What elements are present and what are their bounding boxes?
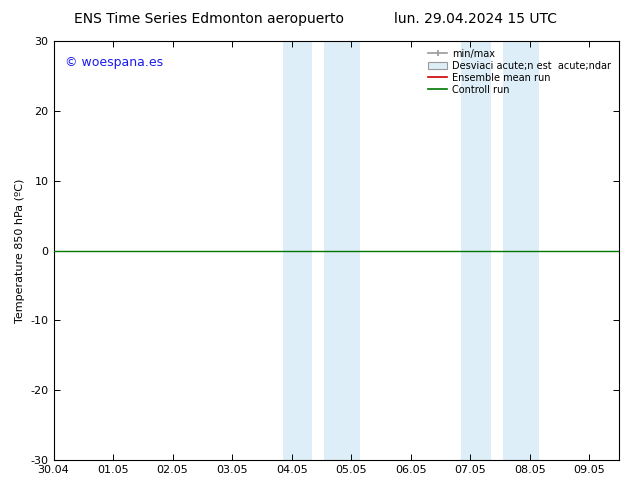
Text: © woespana.es: © woespana.es — [65, 56, 163, 69]
Bar — [503, 41, 539, 460]
Y-axis label: Temperature 850 hPa (ºC): Temperature 850 hPa (ºC) — [15, 178, 25, 323]
Text: ENS Time Series Edmonton aeropuerto: ENS Time Series Edmonton aeropuerto — [74, 12, 344, 26]
Bar — [325, 41, 360, 460]
Bar — [283, 41, 313, 460]
Text: lun. 29.04.2024 15 UTC: lun. 29.04.2024 15 UTC — [394, 12, 557, 26]
Legend: min/max, Desviaci acute;n est  acute;ndar, Ensemble mean run, Controll run: min/max, Desviaci acute;n est acute;ndar… — [425, 46, 614, 98]
Bar — [462, 41, 491, 460]
